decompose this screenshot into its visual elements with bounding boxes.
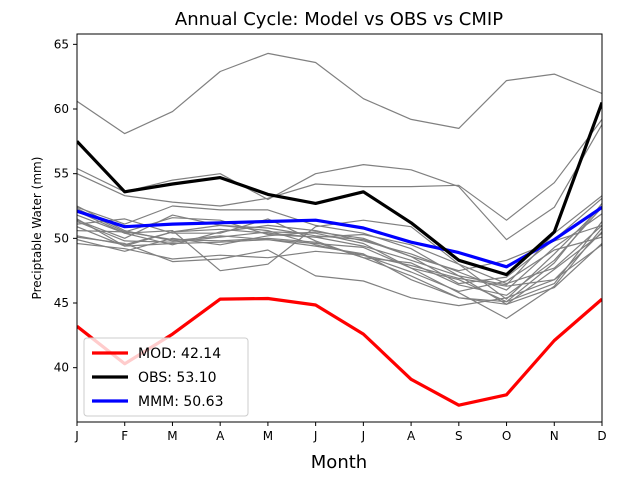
x-tick-label: J [74,429,79,443]
cmip-member-line-14 [77,224,602,272]
y-tick-label: 55 [54,167,69,181]
cmip-member-line-13 [77,213,602,291]
legend-label-mod: MOD: 42.14 [138,346,221,362]
chart-title: Annual Cycle: Model vs OBS vs CMIP [175,9,503,30]
cmip-member-line-18 [77,197,602,285]
cmip-member-line-2 [77,124,602,241]
x-tick-label: A [216,429,225,443]
x-tick-label: M [263,429,273,443]
y-tick-label: 45 [54,296,69,310]
cmip-member-line-7 [77,205,602,303]
cmip-member-line-3 [77,119,602,221]
legend-label-obs: OBS: 53.10 [138,370,217,386]
cmip-member-line-8 [77,206,602,296]
legend-label-mmm: MMM: 50.63 [138,394,223,410]
x-tick-label: O [502,429,511,443]
y-axis-label: Preciptable Water (mm) [30,157,44,300]
legend: MOD: 42.14 OBS: 53.10 MMM: 50.63 [83,337,249,417]
legend-box [83,337,249,417]
y-tick-label: 65 [54,37,69,51]
y-tick-label: 40 [54,361,69,375]
x-tick-label: S [455,429,463,443]
y-axis-ticks: 40 45 50 55 60 65 [54,37,77,375]
cmip-member-line-6 [77,242,602,287]
x-tick-label: F [121,429,128,443]
y-tick-label: 60 [54,102,69,116]
x-tick-label: M [167,429,177,443]
cmip-member-line-15 [77,226,602,305]
cmip-member-line-11 [77,203,602,303]
mmm-line [77,205,602,269]
y-tick-label: 50 [54,231,69,245]
x-tick-label: J [361,429,366,443]
obs-line [77,101,602,277]
plot-frame [76,33,603,423]
cmip-member-line-1 [77,52,602,135]
x-axis-label: Month [311,452,367,473]
x-tick-label: J [313,429,318,443]
cmip-member-line-12 [77,195,602,286]
cmip-member-line-17 [77,231,602,307]
x-tick-label: N [550,429,559,443]
cmip-member-line-10 [77,205,602,300]
cmip-member-line-16 [77,220,602,320]
x-tick-label: D [597,429,606,443]
x-tick-label: A [407,429,416,443]
